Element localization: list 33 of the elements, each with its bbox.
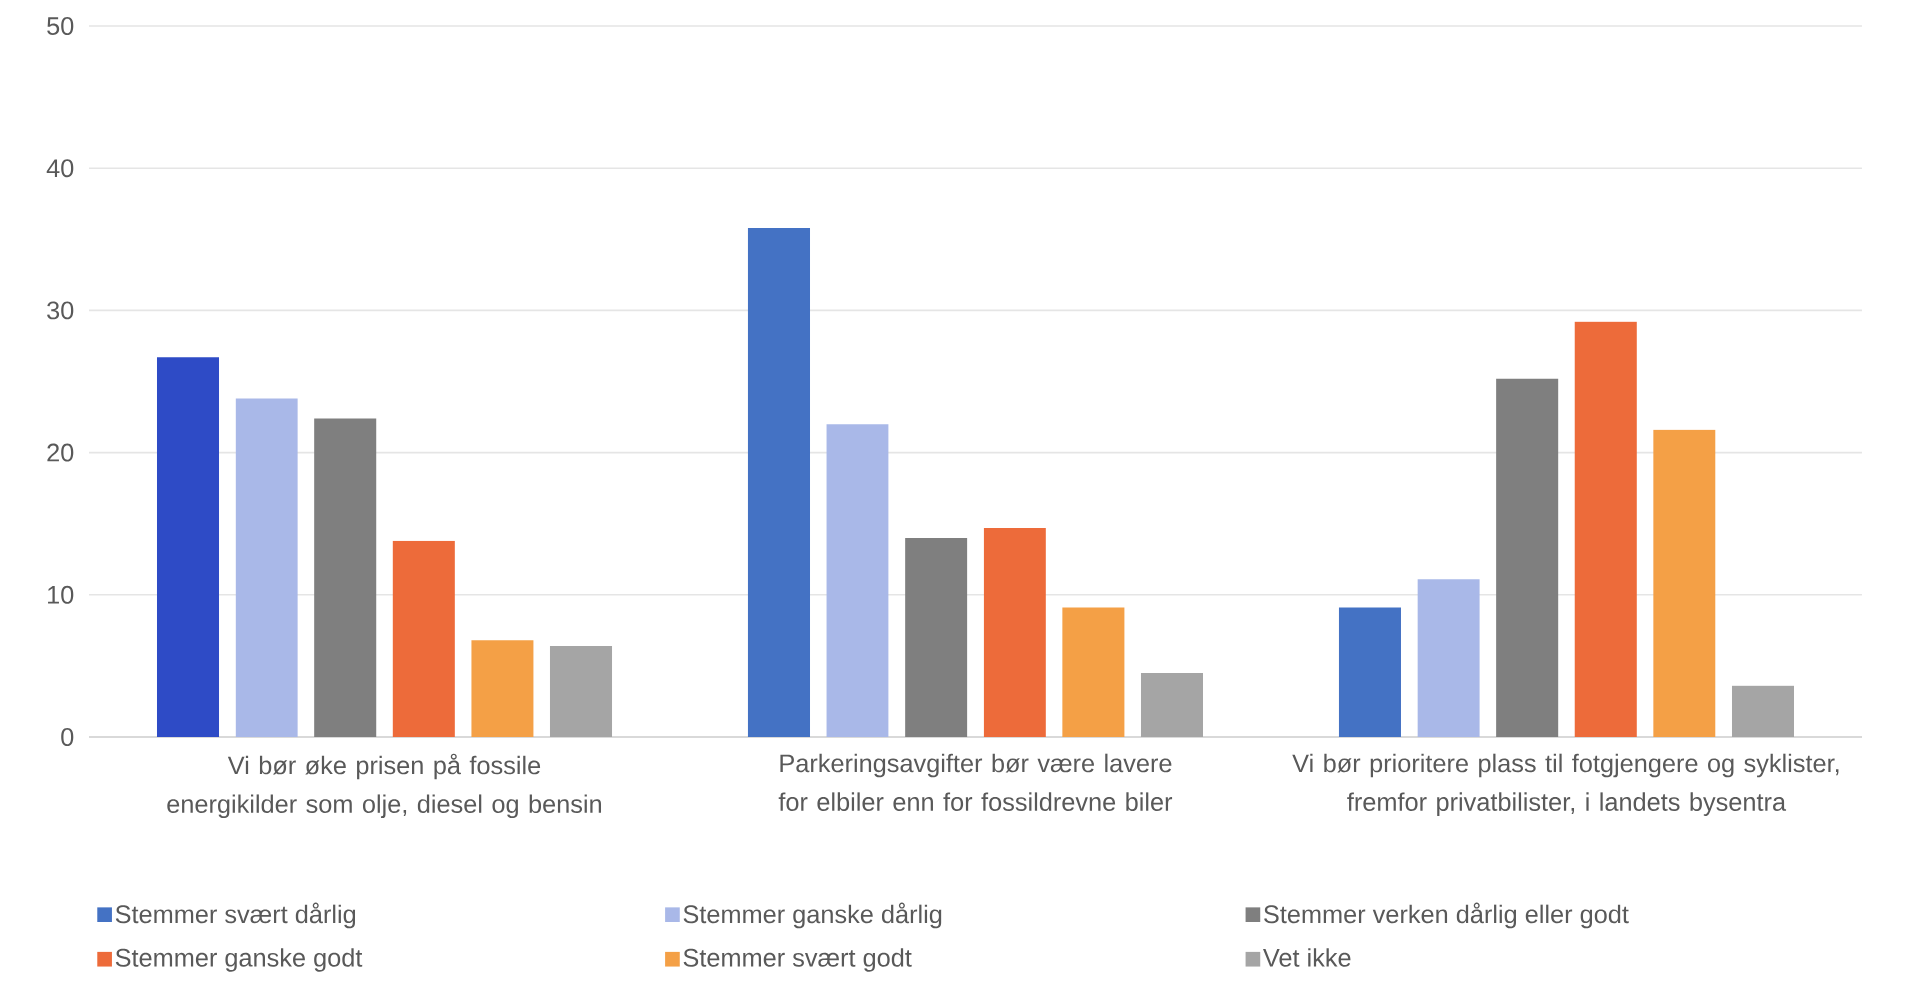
bar — [1496, 378, 1559, 737]
y-tick-label: 0 — [61, 728, 74, 746]
bar — [905, 537, 968, 737]
bar — [314, 418, 377, 737]
legend-label: Stemmer verken dårlig eller godt — [1264, 902, 1629, 929]
y-tick-label: 30 — [47, 301, 74, 320]
bar — [1653, 429, 1716, 737]
legend-label: Stemmer ganske godt — [115, 948, 363, 972]
legend-label: Stemmer svært dårlig — [115, 902, 356, 929]
bar — [1140, 673, 1204, 737]
bar — [747, 227, 811, 737]
bar — [826, 424, 889, 737]
bar — [1338, 607, 1401, 737]
x-tick-label: Vi bør øke prisen på fossile energikilder som olje, diesel og bensin — [167, 753, 601, 819]
bar — [1574, 321, 1637, 737]
bar — [549, 645, 613, 737]
bar — [471, 640, 534, 737]
bar — [1731, 685, 1794, 737]
bar — [983, 527, 1046, 737]
legend-label: Stemmer svært godt — [683, 948, 912, 972]
bar — [1062, 607, 1125, 737]
x-tick-label: Parkeringsavgifter bør være lavere for elbiler enn for fossildrevne biler — [778, 753, 1173, 811]
y-tick-label: 50 — [47, 17, 74, 35]
bar — [1417, 579, 1480, 737]
legend-label: Stemmer ganske dårlig — [683, 902, 942, 929]
bar — [235, 398, 298, 737]
bar — [156, 357, 220, 737]
bar — [392, 540, 455, 737]
y-tick-label: 10 — [48, 585, 74, 604]
y-tick-label: 20 — [47, 443, 74, 462]
y-tick-label: 40 — [46, 159, 74, 178]
x-tick-label: Vi bør prioritere plass til fotgjengere og syklister, fremfor privatbilister, i landets bysentra — [1292, 753, 1839, 816]
legend-label: Vet ikke — [1263, 948, 1351, 967]
